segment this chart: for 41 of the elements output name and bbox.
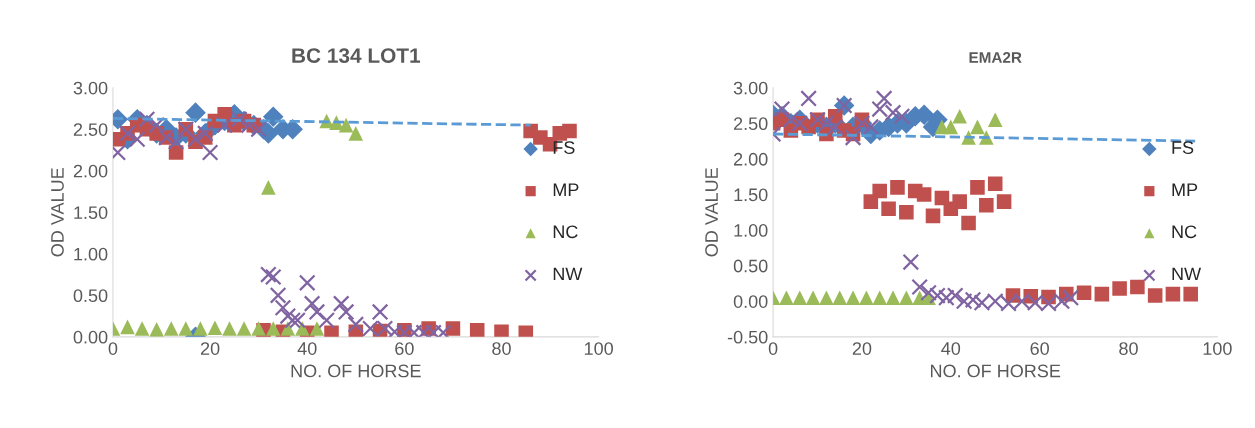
x-axis-title: NO. OF HORSE xyxy=(291,364,421,378)
x-axis-title: NO. OF HORSE xyxy=(930,364,1061,378)
y-axis-title: OD VALUE xyxy=(51,168,64,257)
x-tick-label: 60 xyxy=(1030,342,1049,355)
y-tick-label: 1.50 xyxy=(734,188,768,202)
y-tick-label: 3.00 xyxy=(733,81,768,95)
y-tick-label: 1.00 xyxy=(734,224,768,237)
y-tick-label: 3.00 xyxy=(73,81,108,95)
legend-label: NC xyxy=(553,225,578,239)
legend-label: NW xyxy=(553,267,583,281)
x-tick-label: 60 xyxy=(395,342,414,355)
y-tick-label: 2.50 xyxy=(733,117,768,131)
y-axis-title: OD VALUE xyxy=(705,168,718,257)
x-tick-label: 100 xyxy=(1203,342,1232,355)
legend-label: FS xyxy=(1172,141,1194,154)
y-tick-label: 0.00 xyxy=(733,295,768,308)
chart-title: BC 134 LOT1 xyxy=(292,48,421,63)
chart-title: EMA2R xyxy=(969,52,1022,63)
y-tick-label: 0.50 xyxy=(73,289,108,303)
legend-label: NW xyxy=(1172,267,1202,281)
y-tick-label: 2.00 xyxy=(73,164,108,178)
x-tick-label: 20 xyxy=(200,342,220,355)
y-tick-label: 1.00 xyxy=(74,247,108,261)
x-tick-label: 0 xyxy=(108,342,118,355)
legend-label: MP xyxy=(553,183,579,196)
legend-label: FS xyxy=(553,141,575,154)
legend-label: MP xyxy=(1172,183,1198,196)
legend-label: NC xyxy=(1172,225,1197,239)
x-tick-label: 20 xyxy=(852,342,872,355)
y-tick-label: 2.50 xyxy=(73,123,108,136)
y-tick-label: 2.00 xyxy=(733,152,768,166)
y-tick-label: 1.50 xyxy=(74,206,108,220)
y-tick-label: 0.50 xyxy=(733,259,768,273)
x-tick-label: 80 xyxy=(1119,342,1138,355)
x-tick-label: 80 xyxy=(492,342,511,355)
x-tick-label: 40 xyxy=(941,342,961,355)
y-tick-label: 0.00 xyxy=(73,330,108,344)
x-tick-label: 0 xyxy=(768,342,778,355)
x-tick-label: 40 xyxy=(297,342,317,355)
y-tick-label: -0.50 xyxy=(727,330,768,344)
x-tick-label: 100 xyxy=(584,342,613,355)
